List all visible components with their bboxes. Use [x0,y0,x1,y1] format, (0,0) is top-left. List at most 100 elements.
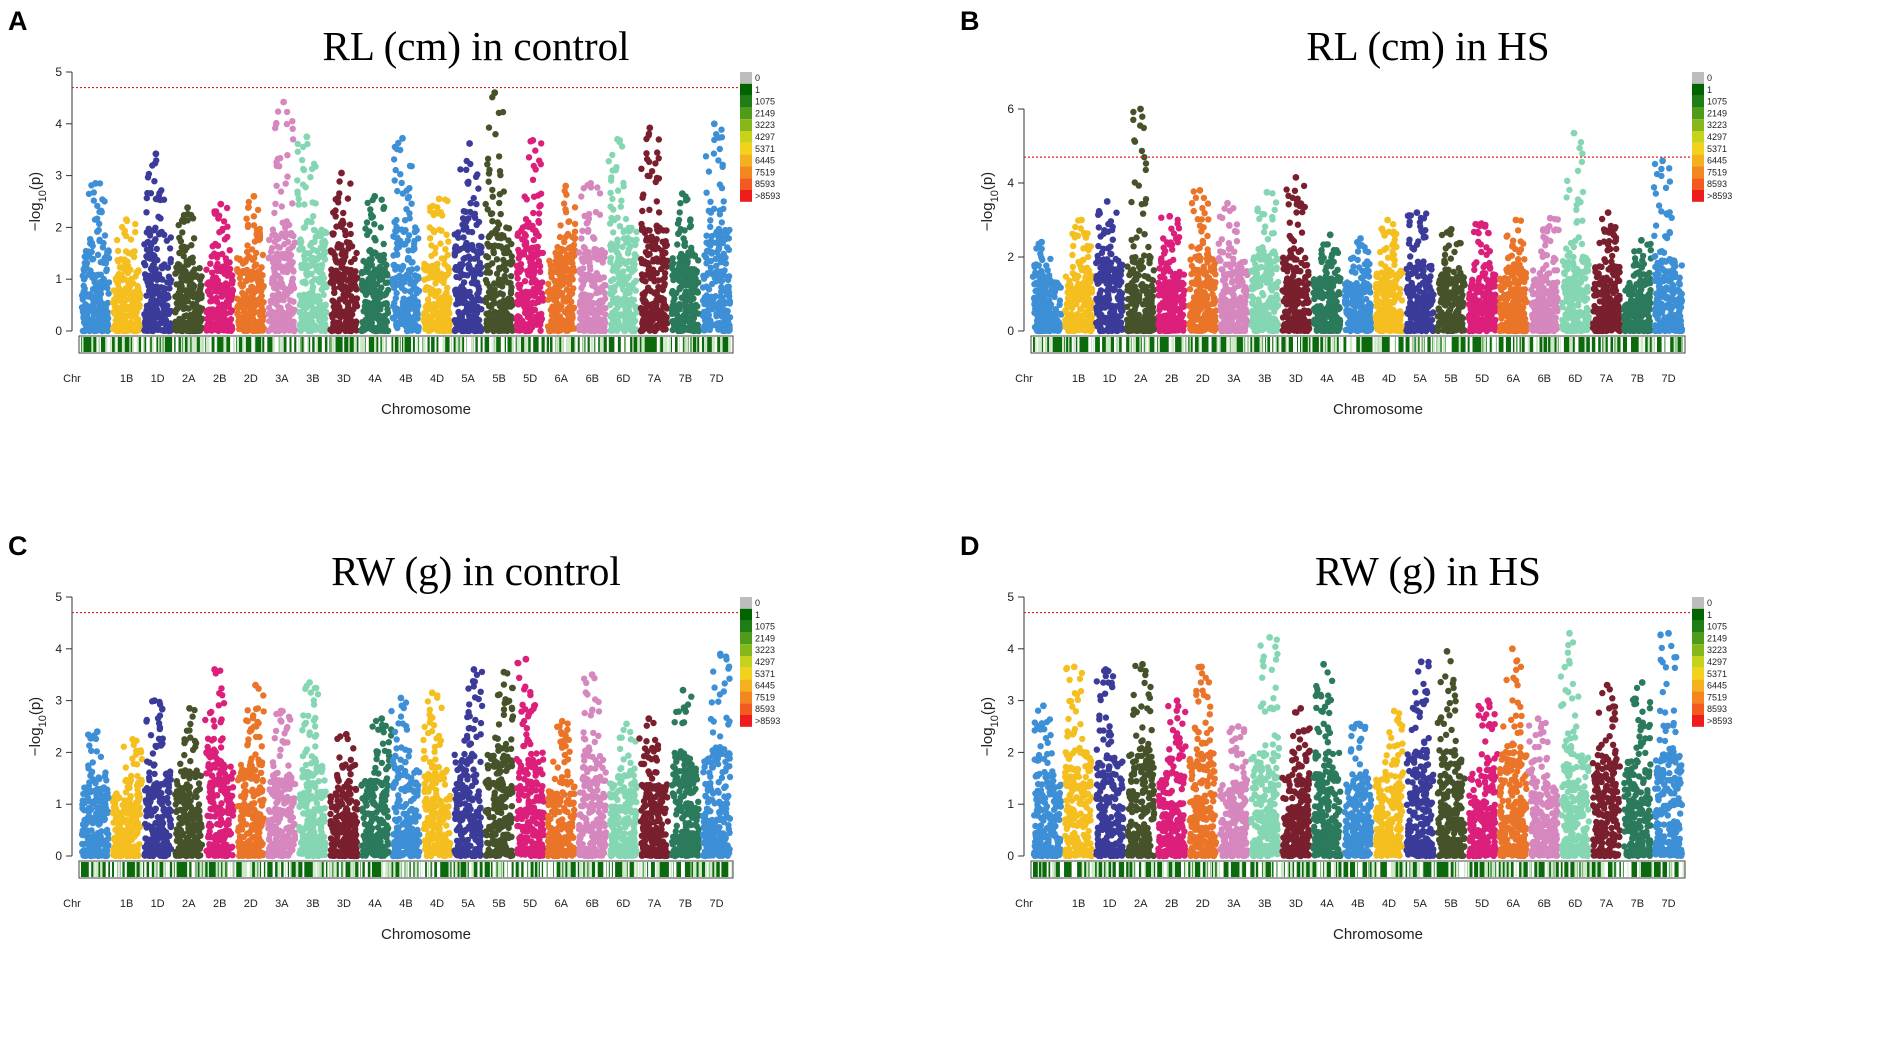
snp-point [427,313,435,321]
snp-point [362,302,369,309]
snp-point [294,140,301,148]
snp-point [597,327,604,334]
density-gap [360,337,363,352]
snp-point [275,252,282,259]
density-gap [657,337,660,352]
snp-point [283,250,290,257]
snp-point [537,327,544,334]
snp-point [194,327,201,335]
snp-point [297,327,305,334]
snp-point [684,196,691,203]
snp-point [338,257,346,264]
density-gap [685,337,689,352]
snp-point [489,186,496,194]
snp-point [563,323,570,330]
snp-point [724,283,731,291]
snp-point [121,260,128,267]
snp-point [494,219,501,226]
snp-point [155,213,162,220]
snp-point [289,125,296,132]
snp-point [629,311,637,319]
snp-point [595,250,603,258]
density-gap [180,337,183,352]
snp-point [676,286,683,293]
snp-point [530,265,538,272]
chromosome-tick-label: 1B [120,373,133,385]
density-gap [524,337,526,352]
snp-point [508,253,515,260]
snp-point [422,303,429,311]
snp-point [136,302,143,309]
snp-point [668,307,676,314]
density-gap [599,337,603,352]
density-gap [466,337,470,352]
snp-point [617,203,624,210]
snp-point [699,297,707,304]
snp-point [149,162,156,169]
snp-point [718,288,725,295]
snp-point [337,314,344,321]
chart-title: RL (cm) in HS [1306,23,1550,69]
density-gap [205,337,209,352]
snp-point [283,108,291,116]
snp-point [189,300,197,308]
snp-point [514,321,522,328]
snp-point [308,165,316,173]
snp-point [505,225,513,232]
density-gap [105,337,108,352]
peak-point [122,216,130,224]
density-segment [205,337,235,352]
density-gap [442,337,444,352]
snp-point [485,178,492,185]
snp-point [329,325,336,332]
snp-point [509,258,516,266]
snp-point [580,276,588,284]
density-gap [115,337,118,352]
snp-point [465,261,472,268]
snp-point [452,243,460,250]
density-gap [688,337,691,352]
snp-point [616,223,624,230]
snp-point [474,279,481,286]
density-gap [272,337,274,352]
snp-point [333,223,340,230]
chromosome-2D-points [234,192,268,335]
snp-point [298,261,305,269]
snp-point [514,313,522,320]
snp-point [351,277,358,285]
density-gap [191,337,194,352]
snp-point [655,155,662,162]
density-gap [316,337,318,352]
snp-point [522,216,530,223]
snp-point [174,301,182,308]
snp-point [475,316,483,324]
snp-point [250,222,258,229]
snp-point [297,309,304,316]
snp-point [143,302,151,310]
snp-point [676,209,683,216]
chromosome-tick-label: 4A [368,373,382,385]
snp-point [583,318,591,325]
density-gap [158,337,160,352]
snp-point [124,312,131,319]
snp-point [338,264,345,271]
snp-point [638,220,645,228]
snp-point [655,209,663,216]
snp-point [401,217,409,224]
snp-point [221,270,228,277]
snp-point [693,269,700,276]
snp-point [464,320,471,328]
snp-point [216,229,223,236]
snp-point [312,233,319,241]
snp-point [196,287,204,294]
snp-point [677,200,684,207]
snp-point [254,206,262,214]
snp-point [94,228,101,235]
snp-point [579,291,586,299]
snp-point [384,305,391,313]
snp-point [472,323,479,331]
snp-point [707,264,714,271]
snp-point [399,298,407,306]
chromosome-1A-points [1029,238,1065,335]
